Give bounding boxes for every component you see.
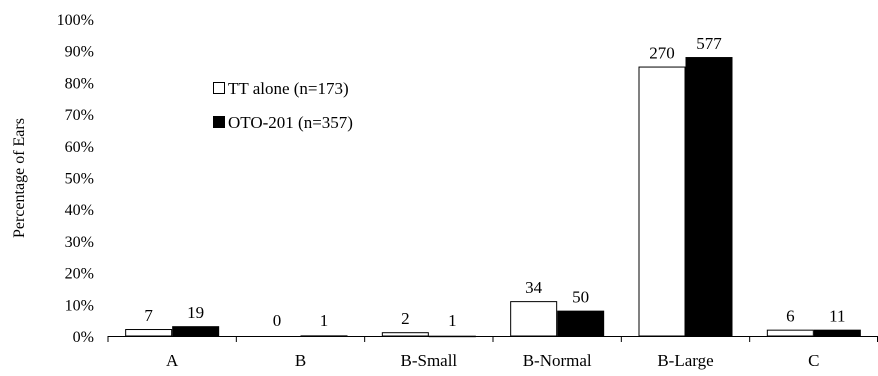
- data-label: 2: [401, 309, 410, 328]
- category-label: B: [295, 351, 306, 370]
- legend-label: OTO-201 (n=357): [228, 113, 353, 132]
- data-label: 270: [649, 44, 675, 63]
- y-tick-label: 70%: [65, 107, 94, 124]
- y-tick-label: 90%: [65, 44, 94, 61]
- category-labels: A B B-Small B-Normal B-Large C: [166, 351, 819, 370]
- data-label: 577: [696, 34, 722, 53]
- y-tick-label: 60%: [65, 139, 94, 156]
- bar-tt-alone: [511, 302, 557, 336]
- bar-tt-alone: [639, 67, 685, 336]
- data-label: 50: [572, 288, 589, 307]
- bar-tt-alone: [382, 333, 428, 336]
- y-axis-ticks: 0% 10% 20% 30% 40% 50% 60% 70% 80% 90% 100%: [57, 12, 94, 346]
- data-label: 7: [144, 306, 153, 325]
- y-tick-label: 30%: [65, 234, 94, 251]
- legend-label: TT alone (n=173): [228, 79, 349, 98]
- bars: [126, 58, 861, 337]
- data-label: 6: [786, 307, 795, 326]
- data-label: 11: [829, 307, 845, 326]
- category-label: C: [808, 351, 819, 370]
- category-label: A: [166, 351, 179, 370]
- category-label: B-Small: [400, 351, 457, 370]
- legend-swatch-oto-201: [214, 117, 225, 128]
- y-tick-label: 80%: [65, 75, 94, 92]
- bar-oto-201: [814, 330, 860, 336]
- legend: TT alone (n=173) OTO-201 (n=357): [214, 79, 353, 132]
- y-tick-label: 0%: [73, 329, 94, 346]
- legend-swatch-tt-alone: [214, 83, 225, 94]
- y-tick-label: 20%: [65, 266, 94, 283]
- data-label: 1: [320, 311, 329, 330]
- data-label: 34: [525, 278, 543, 297]
- data-label: 0: [273, 311, 282, 330]
- category-label: B-Normal: [523, 351, 592, 370]
- bar-oto-201: [558, 311, 604, 336]
- data-label: 1: [448, 311, 457, 330]
- y-tick-label: 40%: [65, 202, 94, 219]
- data-label: 19: [187, 303, 204, 322]
- y-tick-label: 100%: [57, 12, 94, 29]
- y-tick-label: 50%: [65, 171, 94, 188]
- y-tick-label: 10%: [65, 297, 94, 314]
- category-label: B-Large: [657, 351, 713, 370]
- bar-tt-alone: [126, 330, 172, 336]
- y-axis-title: Percentage of Ears: [11, 118, 28, 238]
- bar-tt-alone: [767, 330, 813, 336]
- bar-oto-201: [173, 327, 219, 336]
- bar-oto-201: [686, 58, 732, 336]
